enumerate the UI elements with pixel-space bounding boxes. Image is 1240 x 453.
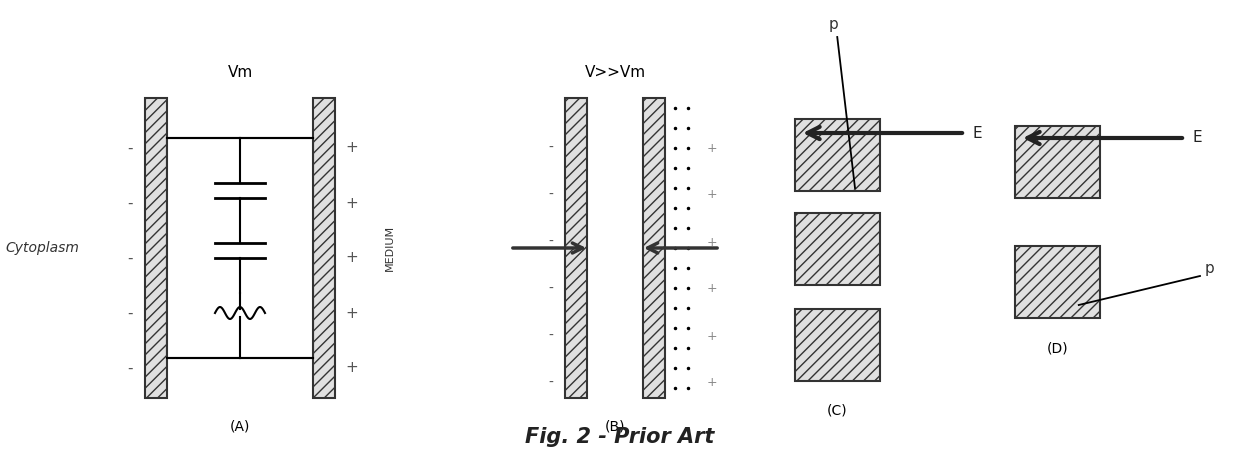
- Text: (B): (B): [605, 420, 625, 434]
- Text: -: -: [548, 282, 553, 296]
- Text: +: +: [707, 376, 718, 390]
- Bar: [644, 98, 665, 398]
- Text: +: +: [707, 283, 718, 295]
- Bar: [1016, 126, 1100, 198]
- Text: +: +: [345, 251, 358, 265]
- Text: E: E: [972, 125, 982, 140]
- Text: -: -: [128, 361, 133, 376]
- Text: E: E: [1192, 130, 1202, 145]
- Text: Cytoplasm: Cytoplasm: [5, 241, 79, 255]
- Text: -: -: [128, 305, 133, 321]
- Text: +: +: [345, 140, 358, 155]
- Bar: [795, 213, 880, 285]
- Text: -: -: [548, 376, 553, 390]
- Text: (D): (D): [1047, 341, 1069, 355]
- Bar: [565, 98, 587, 398]
- Text: -: -: [548, 141, 553, 155]
- Bar: [1016, 246, 1100, 318]
- Bar: [167, 138, 312, 358]
- Text: MEDIUM: MEDIUM: [384, 225, 396, 271]
- Text: -: -: [548, 235, 553, 249]
- Text: -: -: [128, 140, 133, 155]
- Text: +: +: [707, 329, 718, 342]
- Text: p: p: [828, 18, 838, 33]
- Text: +: +: [707, 141, 718, 154]
- Text: +: +: [707, 236, 718, 249]
- Text: -: -: [128, 196, 133, 211]
- Bar: [312, 98, 335, 398]
- Text: (C): (C): [827, 403, 848, 417]
- Text: +: +: [345, 361, 358, 376]
- Text: V>>Vm: V>>Vm: [584, 65, 646, 80]
- Text: +: +: [707, 188, 718, 202]
- Text: (A): (A): [229, 420, 250, 434]
- Text: Vm: Vm: [227, 65, 253, 80]
- Text: -: -: [128, 251, 133, 265]
- Text: p: p: [1205, 260, 1215, 275]
- Text: -: -: [548, 188, 553, 202]
- Text: +: +: [345, 305, 358, 321]
- Bar: [795, 119, 880, 191]
- Text: +: +: [345, 196, 358, 211]
- Bar: [795, 309, 880, 381]
- Bar: [145, 98, 167, 398]
- Text: -: -: [548, 329, 553, 343]
- Text: Fig. 2 - Prior Art: Fig. 2 - Prior Art: [526, 427, 714, 447]
